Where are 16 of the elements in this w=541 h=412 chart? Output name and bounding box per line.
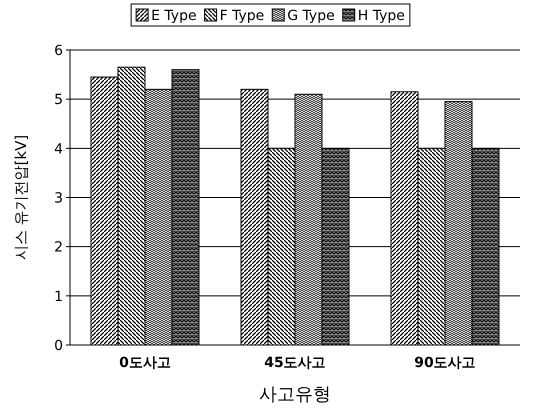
x-tick-label: 0도사고	[119, 355, 171, 371]
legend-label: E Type	[151, 8, 197, 24]
y-tick-label: 6	[54, 43, 64, 59]
x-axis-title: 사고유형	[259, 384, 331, 405]
y-tick-label: 3	[54, 190, 63, 206]
y-axis-title: 시스 유기전압[kV]	[12, 134, 30, 260]
y-tick-label: 0	[54, 338, 63, 354]
y-tick-label: 2	[54, 240, 63, 256]
y-tick-label: 1	[54, 288, 63, 305]
x-tick-label: 45도사고	[264, 355, 326, 371]
y-tick-label: 5	[54, 92, 63, 108]
legend-label: G Type	[287, 8, 335, 24]
legend-label: F Type	[220, 8, 264, 24]
y-tick-label: 4	[54, 141, 64, 158]
x-tick-label: 90도사고	[414, 355, 476, 371]
legend-label: H Type	[358, 8, 405, 24]
